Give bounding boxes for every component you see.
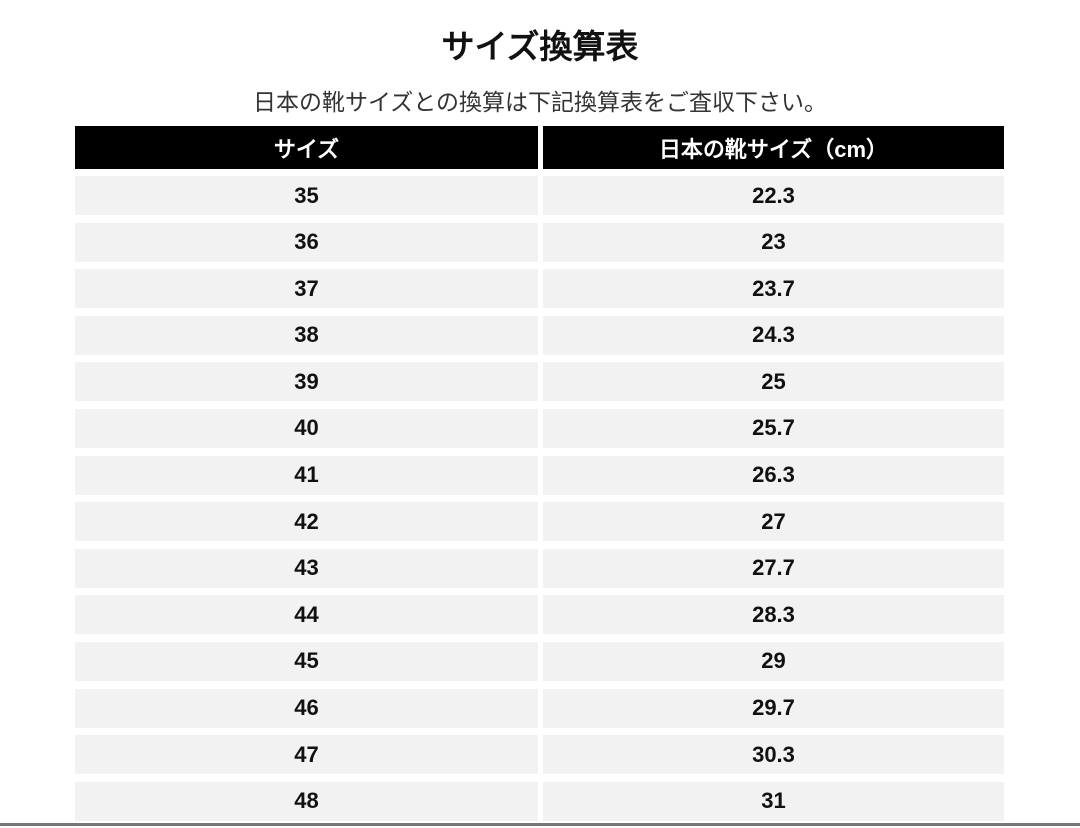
size-cell: 39 bbox=[75, 362, 538, 402]
table-row: 44 28.3 bbox=[75, 595, 1004, 635]
japan-size-cell: 22.3 bbox=[543, 176, 1004, 215]
page-title: サイズ換算表 bbox=[441, 28, 639, 65]
page-subtitle: 日本の靴サイズとの換算は下記換算表をご査収下さい。 bbox=[252, 89, 828, 115]
size-cell: 38 bbox=[75, 315, 538, 355]
japan-size-cell: 31 bbox=[543, 781, 1004, 821]
size-cell: 35 bbox=[75, 176, 538, 215]
size-cell: 36 bbox=[75, 222, 538, 262]
table-row: 38 24.3 bbox=[75, 315, 1004, 355]
header-size: サイズ bbox=[75, 126, 538, 169]
japan-size-cell: 27.7 bbox=[543, 548, 1004, 588]
table-header-row: サイズ 日本の靴サイズ（cm） bbox=[75, 126, 1004, 169]
size-cell: 41 bbox=[75, 455, 538, 495]
size-cell: 45 bbox=[75, 641, 538, 681]
header-japan-size: 日本の靴サイズ（cm） bbox=[543, 126, 1004, 169]
size-cell: 42 bbox=[75, 502, 538, 542]
japan-size-cell: 25 bbox=[543, 362, 1004, 402]
size-cell: 44 bbox=[75, 595, 538, 635]
table-row: 48 31 bbox=[75, 781, 1004, 821]
size-conversion-table: サイズ 日本の靴サイズ（cm） 35 22.3 36 23 37 23.7 38 24.3 39… bbox=[75, 126, 1004, 828]
table-row: 37 23.7 bbox=[75, 269, 1004, 309]
table-row: 35 22.3 bbox=[75, 176, 1004, 215]
japan-size-cell: 24.3 bbox=[543, 315, 1004, 355]
japan-size-cell: 27 bbox=[543, 502, 1004, 542]
size-cell: 46 bbox=[75, 688, 538, 728]
divider bbox=[0, 823, 1080, 826]
table-row: 39 25 bbox=[75, 362, 1004, 402]
table-row: 36 23 bbox=[75, 222, 1004, 262]
japan-size-cell: 29.7 bbox=[543, 688, 1004, 728]
size-cell: 37 bbox=[75, 269, 538, 309]
table-body: 35 22.3 36 23 37 23.7 38 24.3 39 25 40 25.7 41 26.3 42… bbox=[75, 176, 1004, 821]
size-cell: 43 bbox=[75, 548, 538, 588]
size-cell: 48 bbox=[75, 781, 538, 821]
japan-size-cell: 28.3 bbox=[543, 595, 1004, 635]
japan-size-cell: 29 bbox=[543, 641, 1004, 681]
table-row: 42 27 bbox=[75, 502, 1004, 542]
table-row: 47 30.3 bbox=[75, 735, 1004, 775]
table-row: 45 29 bbox=[75, 641, 1004, 681]
table-row: 46 29.7 bbox=[75, 688, 1004, 728]
size-cell: 40 bbox=[75, 408, 538, 448]
japan-size-cell: 23 bbox=[543, 222, 1004, 262]
table-row: 41 26.3 bbox=[75, 455, 1004, 495]
japan-size-cell: 23.7 bbox=[543, 269, 1004, 309]
table-row: 40 25.7 bbox=[75, 408, 1004, 448]
table-row: 43 27.7 bbox=[75, 548, 1004, 588]
size-cell: 47 bbox=[75, 735, 538, 775]
japan-size-cell: 30.3 bbox=[543, 735, 1004, 775]
japan-size-cell: 26.3 bbox=[543, 455, 1004, 495]
japan-size-cell: 25.7 bbox=[543, 408, 1004, 448]
